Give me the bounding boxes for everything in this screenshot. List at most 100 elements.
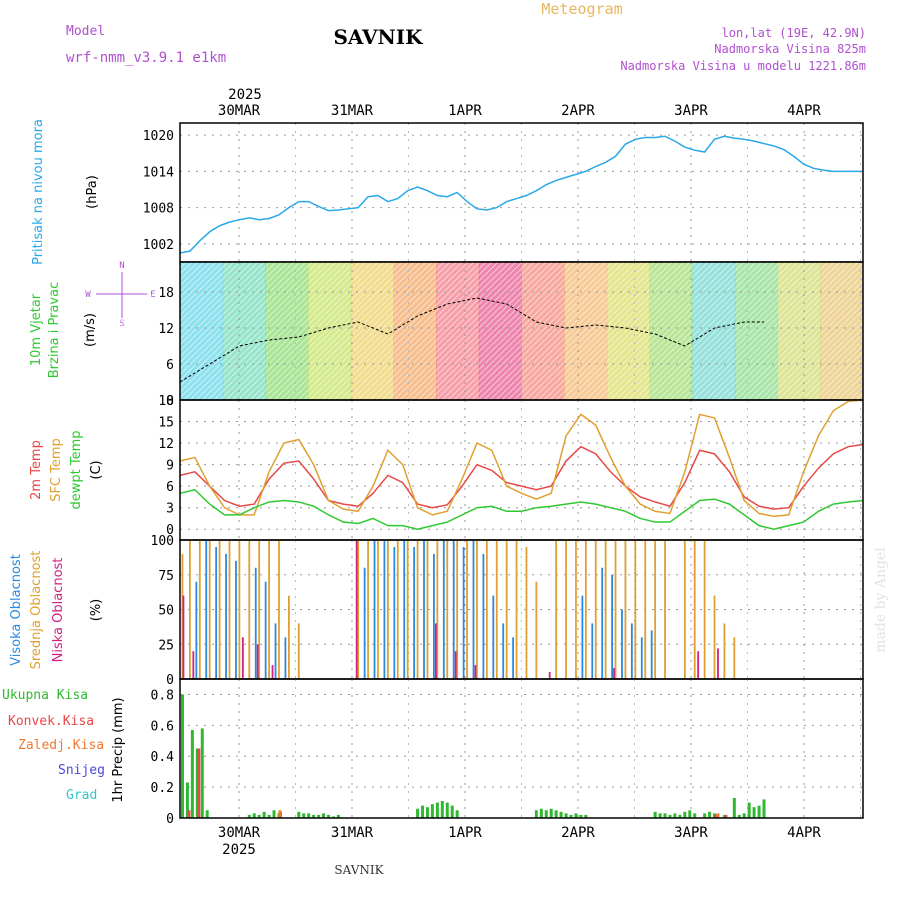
- model-elevation-label: Nadmorska Visina u modelu 1221.86m: [620, 59, 866, 73]
- compass-w: W: [85, 290, 91, 300]
- y-tick-label: 6: [166, 480, 174, 495]
- bottom-day-label: 4APR: [787, 825, 821, 841]
- wind-hatch-line: [285, 261, 427, 401]
- wind-hatch-line: [447, 261, 589, 401]
- wind-hatch-line: [843, 344, 900, 401]
- low-cloud-ylabel: Niska Oblacnost: [51, 558, 66, 663]
- wind-hatch-line: [591, 261, 733, 401]
- precip-bar-total_precip: [200, 728, 204, 818]
- panel-frame: [179, 122, 864, 263]
- wind-hatch-line: [813, 314, 900, 401]
- precip-bar-total_precip: [693, 813, 697, 818]
- top-day-label: 31MAR: [331, 103, 374, 119]
- precip-bar-total_precip: [559, 811, 563, 818]
- wind-hatch-line: [309, 261, 451, 401]
- y-tick-label: 0.2: [151, 781, 174, 796]
- wind-hatch-line: [477, 261, 619, 401]
- y-tick-label: 0: [166, 523, 174, 538]
- series-line-dewpoint: [179, 488, 864, 531]
- wind-hatch-line: [213, 261, 355, 401]
- precip-bar-total_precip: [658, 813, 662, 818]
- precip-bar-total_precip: [683, 811, 687, 818]
- panel-frame: [179, 678, 864, 819]
- wind-hatch-line: [237, 261, 379, 401]
- wind-hatch-line: [267, 261, 409, 401]
- precip-bar-convective: [714, 814, 718, 818]
- precip-bar-convective: [197, 748, 201, 818]
- wind-hatch-line: [381, 261, 523, 401]
- wind-hatch-line: [621, 261, 763, 401]
- bottom-year-label: 2025: [222, 842, 256, 858]
- wind-hatch-line: [321, 261, 463, 401]
- wind-hatch-line: [699, 261, 841, 401]
- wind-hatch-line: [459, 261, 601, 401]
- wind-hatch-line: [669, 261, 811, 401]
- precip-bar-total_precip: [425, 807, 429, 818]
- y-tick-label: 0: [166, 673, 174, 688]
- wind-hatch-line: [531, 261, 673, 401]
- precip-bar-total_precip: [247, 814, 251, 818]
- precip-bar-total_precip: [455, 810, 459, 818]
- wind-hatch-line: [543, 261, 685, 401]
- precip-bar-freezing: [278, 810, 282, 818]
- precip-bar-total_precip: [257, 814, 261, 818]
- y-tick-label: 0.4: [151, 750, 175, 765]
- precip-bar-total_precip: [180, 694, 184, 818]
- precip-bar-total_precip: [272, 810, 276, 818]
- precip-bar-total_precip: [185, 782, 189, 818]
- precip-bar-total_precip: [742, 813, 746, 818]
- wind-hatch-line: [507, 261, 649, 401]
- precip-bar-total_precip: [326, 814, 330, 818]
- precip-bar-total_precip: [421, 805, 425, 818]
- precip-bar-total_precip: [688, 810, 692, 818]
- wind-hatch-line: [159, 261, 301, 401]
- legend-total-precip: Ukupna Kisa: [2, 688, 88, 703]
- precip-bar-total_precip: [435, 802, 439, 818]
- wind-hatch-line: [783, 284, 900, 401]
- y-tick-label: 1002: [143, 238, 174, 253]
- wind-hatch-line: [615, 261, 757, 401]
- wind-hatch-line: [735, 261, 877, 401]
- y-tick-label: 0.8: [151, 688, 174, 703]
- wind-hatch-line: [435, 261, 577, 401]
- wind-hatch-line: [663, 261, 805, 401]
- legend-freezing: Zaledj.Kisa: [18, 738, 104, 753]
- wind-hatch-line: [831, 332, 900, 401]
- precip-bar-total_precip: [336, 814, 340, 818]
- y-tick-label: 9: [166, 459, 174, 474]
- bottom-day-labels: 30MAR 31MAR 1APR 2APR 3APR 4APR: [218, 825, 822, 841]
- wind-hatch-line: [165, 261, 307, 401]
- wind-hatch-line: [153, 261, 295, 401]
- wind-hatch-line: [87, 261, 229, 401]
- wind-hatch-line: [471, 261, 613, 401]
- wind-hatch-line: [129, 261, 271, 401]
- wind-hatch-line: [789, 290, 900, 401]
- dewpoint-ylabel: dewpt Temp: [69, 430, 84, 509]
- wind-hatch-line: [303, 261, 445, 401]
- legend-convective: Konvek.Kisa: [8, 714, 94, 729]
- wind-hatch-line: [573, 261, 715, 401]
- precip-bar-total_precip: [762, 799, 766, 818]
- precip-bar-total_precip: [732, 797, 736, 818]
- y-tick-label: 25: [158, 638, 174, 653]
- temp2m-ylabel: 2m Temp: [29, 440, 44, 500]
- series-line-wind_speed: [179, 297, 765, 383]
- precip-legend: Ukupna Kisa Konvek.Kisa Zaledj.Kisa Snij…: [2, 688, 105, 803]
- wind-hatch-line: [261, 261, 403, 401]
- y-tick-label: 6: [166, 358, 174, 373]
- top-year-label: 2025: [228, 87, 262, 103]
- wind-hatch-line: [405, 261, 547, 401]
- wind-hatch-line: [351, 261, 493, 401]
- y-tick-label: 50: [158, 604, 174, 619]
- precip-bar-total_precip: [190, 729, 194, 818]
- precip-bar-total_precip: [678, 814, 682, 818]
- wind-hatch-line: [711, 261, 853, 401]
- wind-hatch-line: [45, 261, 187, 401]
- wind-hatch-line: [855, 355, 900, 401]
- wind-hatch-line: [747, 261, 889, 401]
- precip-bar-total_precip: [737, 814, 741, 818]
- y-tick-label: 18: [158, 286, 174, 301]
- wind-hatch-line: [519, 261, 661, 401]
- wind-hatch-line: [39, 261, 181, 401]
